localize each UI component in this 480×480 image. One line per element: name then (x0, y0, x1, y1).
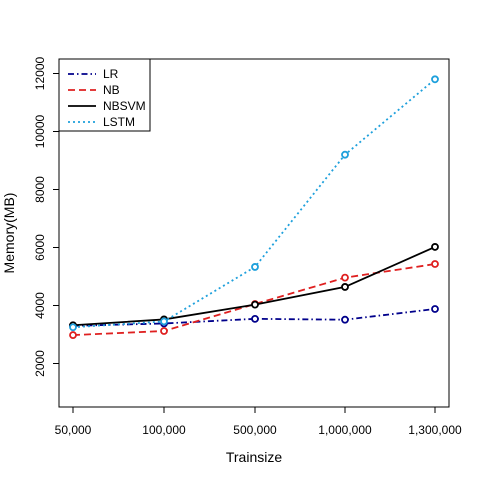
x-tick-label: 1,300,000 (408, 423, 462, 437)
y-tick-label: 4000 (33, 292, 47, 319)
y-tick-label: 2000 (33, 350, 47, 377)
legend: LR NB NBSVM LSTM (58, 58, 151, 132)
series-line-lr (72, 308, 436, 327)
data-point-nbsvm (431, 243, 439, 251)
series-lstm (69, 75, 439, 332)
data-point-lr (431, 305, 439, 313)
x-axis: 50,000 100,000 500,000 1,000,000 1,300,000 (55, 407, 462, 437)
legend-label-nbsvm: NBSVM (103, 99, 146, 113)
y-axis-title: Memory(MB) (1, 193, 17, 274)
data-point-nb (341, 273, 349, 282)
x-tick-label: 100,000 (142, 423, 186, 437)
data-point-lstm (69, 323, 77, 332)
data-point-lstm (431, 75, 439, 84)
legend-label-lstm: LSTM (103, 115, 135, 129)
data-point-lstm (160, 317, 168, 326)
y-tick-label: 10000 (33, 114, 47, 148)
x-tick-label: 50,000 (55, 423, 92, 437)
data-point-lstm (251, 263, 259, 271)
data-point-lstm (341, 150, 349, 159)
data-point-nbsvm (251, 300, 259, 309)
plot-frame (58, 58, 450, 408)
data-point-nbsvm (341, 283, 349, 291)
series-line-lstm (72, 78, 436, 329)
x-tick-label: 500,000 (233, 423, 277, 437)
data-point-nb (160, 327, 168, 335)
legend-label-lr: LR (103, 67, 119, 81)
legend-box (58, 58, 151, 132)
x-axis-title: Trainsize (226, 449, 282, 465)
data-point-lr (251, 314, 259, 323)
y-tick-label: 8000 (33, 176, 47, 203)
legend-label-nb: NB (103, 83, 120, 97)
series-layer (69, 75, 439, 339)
y-tick-label: 12000 (33, 56, 47, 90)
y-axis: 2000 4000 6000 8000 10000 12000 (33, 56, 59, 377)
x-tick-label: 1,000,000 (318, 423, 372, 437)
data-point-nb (69, 331, 77, 339)
data-point-lr (341, 315, 349, 324)
y-tick-label: 6000 (33, 234, 47, 261)
data-point-nb (431, 260, 439, 268)
